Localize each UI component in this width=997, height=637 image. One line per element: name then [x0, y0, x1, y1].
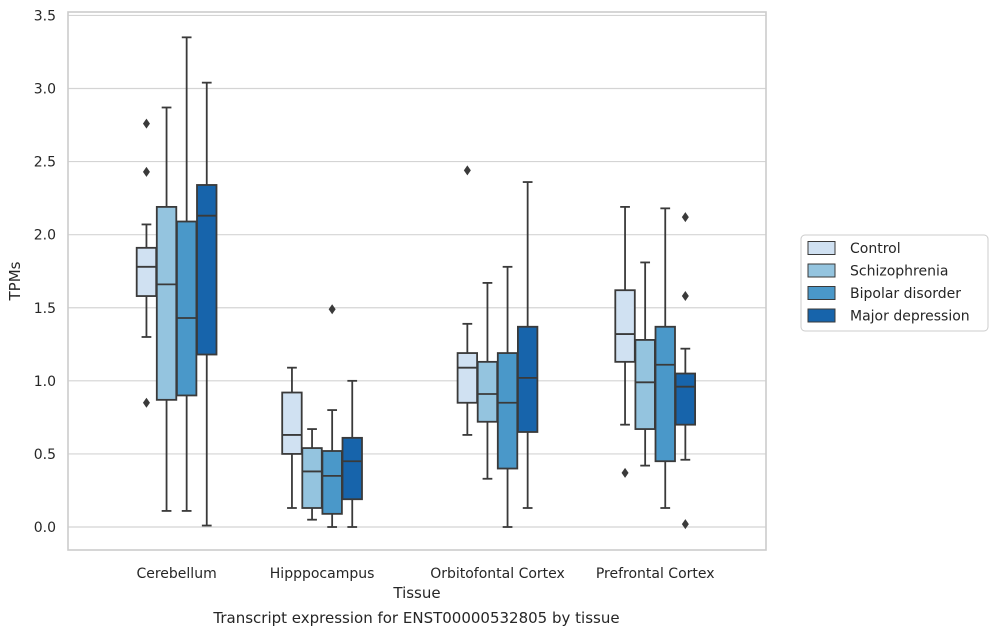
x-tick-labels: Cerebellum Hipppocampus Orbitofontal Corte… [136, 566, 714, 582]
y-tick-label: 0.5 [34, 447, 56, 463]
y-tick-label: 2.0 [34, 228, 56, 244]
iqr-box [456, 352, 479, 404]
box-2-3 [517, 181, 539, 509]
box-2-1 [476, 282, 499, 480]
legend: Control Schizophrenia Bipolar disorder Majo… [800, 234, 989, 332]
iqr-box [155, 205, 178, 401]
boxes [135, 36, 696, 530]
iqr-box [175, 220, 198, 397]
legend-swatch [807, 308, 836, 323]
outlier-point [463, 165, 471, 176]
legend-frame [800, 234, 989, 332]
x-tick-label: Hipppocampus [270, 566, 375, 582]
y-tick-label: 2.5 [34, 155, 56, 171]
legend-label: Bipolar disorder [850, 286, 961, 302]
iqr-box [281, 391, 303, 455]
iqr-box [341, 436, 363, 501]
outlier-point [142, 397, 150, 408]
y-axis-label: TPMs [6, 261, 24, 301]
x-tick-label: Prefrontal Cortex [596, 566, 715, 582]
box-1-1 [301, 428, 323, 521]
box-3-0 [614, 205, 636, 478]
box-0-1 [155, 106, 178, 512]
outlier-point [681, 291, 689, 302]
box-3-3 [674, 212, 696, 530]
iqr-box [135, 246, 158, 297]
iqr-box [301, 447, 323, 509]
box-1-2 [321, 304, 343, 528]
outlier-point [681, 519, 689, 530]
y-tick-label: 3.5 [34, 8, 56, 24]
iqr-box [634, 339, 656, 430]
figure-caption: Transcript expression for ENST0000053280… [213, 609, 620, 627]
box-0-0 [135, 118, 158, 408]
iqr-box [674, 372, 696, 426]
outlier-point [142, 118, 150, 129]
iqr-box [321, 450, 343, 515]
iqr-box [496, 352, 519, 470]
iqr-box [517, 325, 539, 433]
x-tick-label: Orbitofontal Cortex [430, 566, 565, 582]
legend-swatch [807, 241, 836, 255]
box-3-2 [654, 207, 676, 509]
legend-label: Control [850, 241, 901, 257]
box-1-3 [341, 379, 363, 528]
iqr-box [476, 360, 499, 423]
y-tick-labels: 0.0 0.5 1.0 1.5 2.0 2.5 3.0 3.5 [34, 8, 56, 536]
box-2-0 [456, 165, 479, 436]
box-2-2 [496, 265, 519, 528]
y-tick-label: 0.0 [34, 520, 56, 536]
box-3-1 [634, 261, 656, 467]
outlier-point [681, 212, 689, 223]
y-tick-label: 3.0 [34, 82, 56, 98]
box-0-3 [196, 81, 218, 527]
iqr-box [614, 289, 636, 363]
outlier-point [142, 166, 150, 177]
y-tick-label: 1.0 [34, 374, 56, 390]
legend-label: Major depression [850, 309, 970, 325]
legend-swatch [807, 286, 836, 300]
x-axis-label: Tissue [392, 584, 440, 602]
plot-frame [67, 11, 767, 551]
iqr-box [654, 325, 676, 463]
outlier-point [621, 467, 629, 478]
iqr-box [196, 184, 218, 356]
y-tick-label: 1.5 [34, 301, 56, 317]
legend-swatch [807, 263, 836, 278]
outlier-point [328, 304, 336, 315]
box-0-2 [175, 36, 198, 512]
x-tick-label: Cerebellum [136, 566, 216, 582]
legend-label: Schizophrenia [850, 264, 948, 280]
box-1-0 [281, 366, 303, 509]
